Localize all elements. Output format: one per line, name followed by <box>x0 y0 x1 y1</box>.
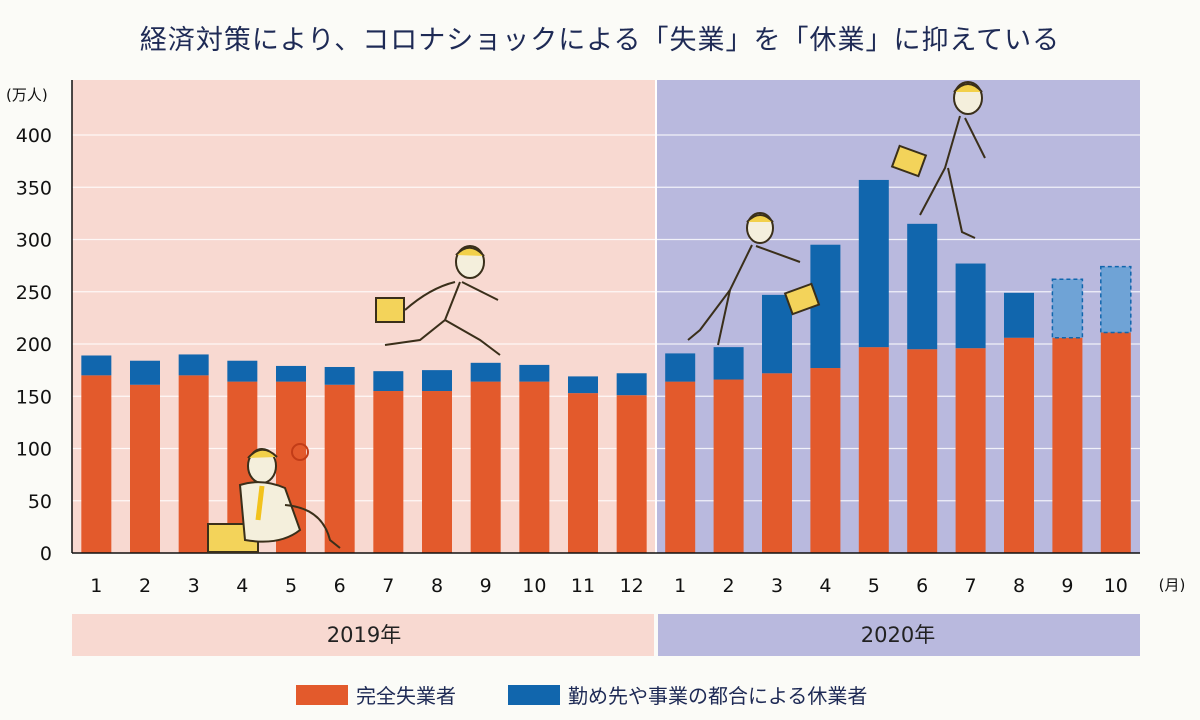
x-tick-label: 5 <box>868 575 880 597</box>
bar-unemployed-2019-11 <box>568 393 598 553</box>
climbing-person-illustration <box>687 212 821 346</box>
bar-unemployed-2019-2 <box>130 384 160 553</box>
y-tick-label: 50 <box>28 491 52 513</box>
bar-unemployed-2019-6 <box>324 384 355 553</box>
bar-furloughed-2020-3 <box>762 294 792 374</box>
legend-label-unemployed: 完全失業者 <box>356 684 456 708</box>
y-tick-label: 0 <box>40 543 52 565</box>
bar-furloughed-2020-6 <box>907 223 938 350</box>
bar-furloughed-2019-9 <box>470 362 501 382</box>
x-tick-label: 9 <box>1061 575 1073 597</box>
bar-furloughed-2019-6 <box>324 366 355 385</box>
bar-unemployed-2019-3 <box>178 375 209 553</box>
bar-furloughed-2019-2 <box>130 360 160 385</box>
x-unit-label: (月) <box>1159 576 1186 594</box>
year-band-2020 <box>658 614 1140 656</box>
year-label-2020: 2020年 <box>861 623 935 647</box>
period-background-2019 <box>72 80 656 553</box>
x-tick-label: 4 <box>819 575 831 597</box>
legend-item-unemployed: 完全失業者 <box>296 680 456 709</box>
legend-label-furloughed: 勤め先や事業の都合による休業者 <box>568 684 868 708</box>
x-tick-label: 5 <box>285 575 297 597</box>
x-tick-label: 6 <box>334 575 346 597</box>
x-tick-label: 3 <box>771 575 783 597</box>
bar-furloughed-2019-11 <box>568 376 598 394</box>
bar-unemployed-2020-1 <box>665 381 696 553</box>
bar-furloughed-2020-7 <box>955 263 986 349</box>
bar-unemployed-2020-7 <box>955 348 986 553</box>
bar-unemployed-2020-10 <box>1100 332 1131 553</box>
x-tick-label: 7 <box>382 575 394 597</box>
x-tick-label: 11 <box>571 575 595 597</box>
bar-unemployed-2020-5 <box>858 347 889 553</box>
x-tick-label: 2 <box>723 575 735 597</box>
bar-furloughed-2020-10 <box>1100 265 1132 334</box>
x-tick-label: 8 <box>431 575 443 597</box>
x-tick-label: 10 <box>1104 575 1128 597</box>
bar-unemployed-2020-2 <box>713 379 744 553</box>
x-tick-label: 9 <box>480 575 492 597</box>
year-band-2019 <box>72 614 654 656</box>
x-tick-label: 3 <box>188 575 200 597</box>
bar-furloughed-2019-1 <box>81 355 112 376</box>
chart-title: 経済対策により、コロナショックによる「失業」を「休業」に抑えている <box>139 25 1061 56</box>
y-tick-label: 300 <box>16 230 52 252</box>
running-person-illustration <box>375 245 501 356</box>
x-tick-label: 12 <box>620 575 644 597</box>
y-tick-label: 250 <box>16 282 52 304</box>
bar-unemployed-2019-9 <box>470 381 501 553</box>
y-tick-label: 200 <box>16 334 52 356</box>
bar-unemployed-2019-1 <box>81 375 112 553</box>
x-tick-label: 1 <box>674 575 686 597</box>
legend-swatch-furloughed <box>508 684 560 705</box>
x-tick-label: 10 <box>522 575 546 597</box>
bar-furloughed-2019-3 <box>178 354 209 376</box>
bar-unemployed-2020-4 <box>810 368 841 553</box>
x-tick-label: 1 <box>90 575 102 597</box>
x-tick-label: 8 <box>1013 575 1025 597</box>
bar-unemployed-2020-8 <box>1004 337 1034 553</box>
bar-furloughed-2020-9 <box>1051 278 1084 339</box>
legend-swatch-unemployed <box>296 684 348 705</box>
x-tick-label: 6 <box>916 575 928 597</box>
y-tick-label: 350 <box>16 177 52 199</box>
bar-furloughed-2020-5 <box>858 179 889 348</box>
bar-unemployed-2020-3 <box>762 373 792 553</box>
bar-furloughed-2020-8 <box>1004 292 1034 338</box>
bar-furloughed-2019-4 <box>227 360 258 382</box>
bar-furloughed-2019-5 <box>276 365 306 382</box>
bar-unemployed-2019-8 <box>422 391 452 553</box>
y-tick-label: 100 <box>16 439 52 461</box>
y-tick-label: 150 <box>16 386 52 408</box>
bar-unemployed-2020-9 <box>1052 337 1083 553</box>
bar-unemployed-2020-6 <box>907 349 938 553</box>
bar-furloughed-2019-8 <box>422 370 452 392</box>
x-tick-label: 4 <box>236 575 248 597</box>
bar-unemployed-2019-7 <box>373 391 404 553</box>
bar-unemployed-2019-10 <box>519 381 550 553</box>
walking-person-illustration <box>890 81 986 239</box>
bar-furloughed-2019-10 <box>519 364 550 382</box>
bar-unemployed-2019-12 <box>616 395 647 553</box>
legend: 完全失業者 勤め先や事業の都合による休業者 <box>296 680 919 709</box>
legend-item-furloughed: 勤め先や事業の都合による休業者 <box>508 680 867 709</box>
year-label-2019: 2019年 <box>327 623 401 647</box>
bar-furloughed-2020-2 <box>713 347 744 380</box>
bar-furloughed-2019-7 <box>373 371 404 392</box>
y-tick-label: 400 <box>16 125 52 147</box>
bar-furloughed-2020-1 <box>665 353 696 382</box>
x-tick-label: 7 <box>965 575 977 597</box>
sitting-person-illustration <box>207 443 341 553</box>
x-tick-label: 2 <box>139 575 151 597</box>
y-unit-label: (万人) <box>6 86 48 104</box>
bar-furloughed-2019-12 <box>616 373 647 396</box>
